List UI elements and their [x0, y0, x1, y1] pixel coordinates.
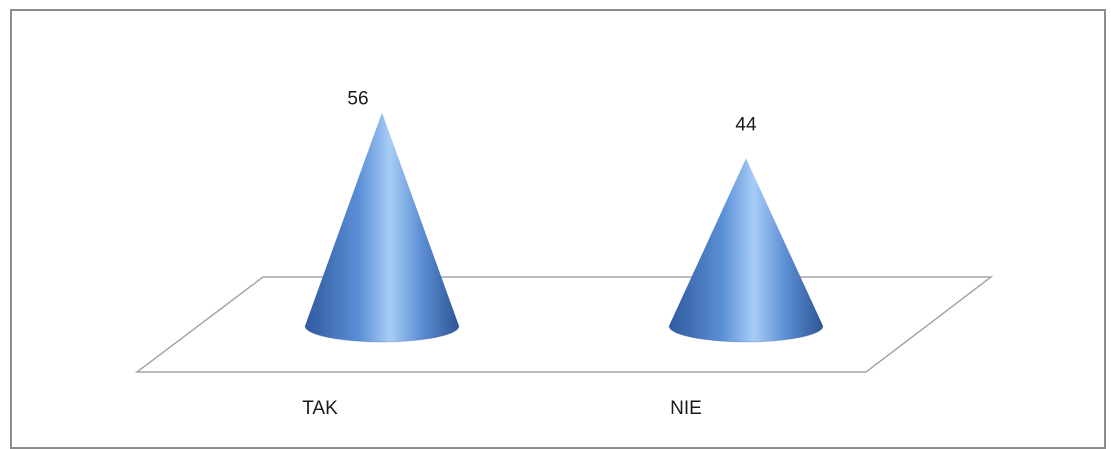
category-label-nie: NIE — [670, 398, 702, 419]
cone-tak — [304, 112, 460, 343]
cone-body-tak — [305, 112, 459, 342]
data-label-tak: 56 — [347, 89, 368, 110]
cone-base-rim-nie — [668, 325, 824, 343]
chart-floor — [134, 276, 994, 373]
cone-body-nie — [669, 158, 823, 342]
category-label-tak: TAK — [302, 398, 338, 419]
cone-nie — [668, 158, 824, 343]
chart-frame — [10, 9, 1106, 449]
cones-layer — [304, 112, 824, 343]
data-label-nie: 44 — [735, 114, 757, 135]
labels-layer: 56 TAK 44 NIE — [302, 89, 757, 419]
cone-base-rim-tak — [304, 325, 460, 343]
cone-chart: 56 TAK 44 NIE — [134, 89, 994, 419]
